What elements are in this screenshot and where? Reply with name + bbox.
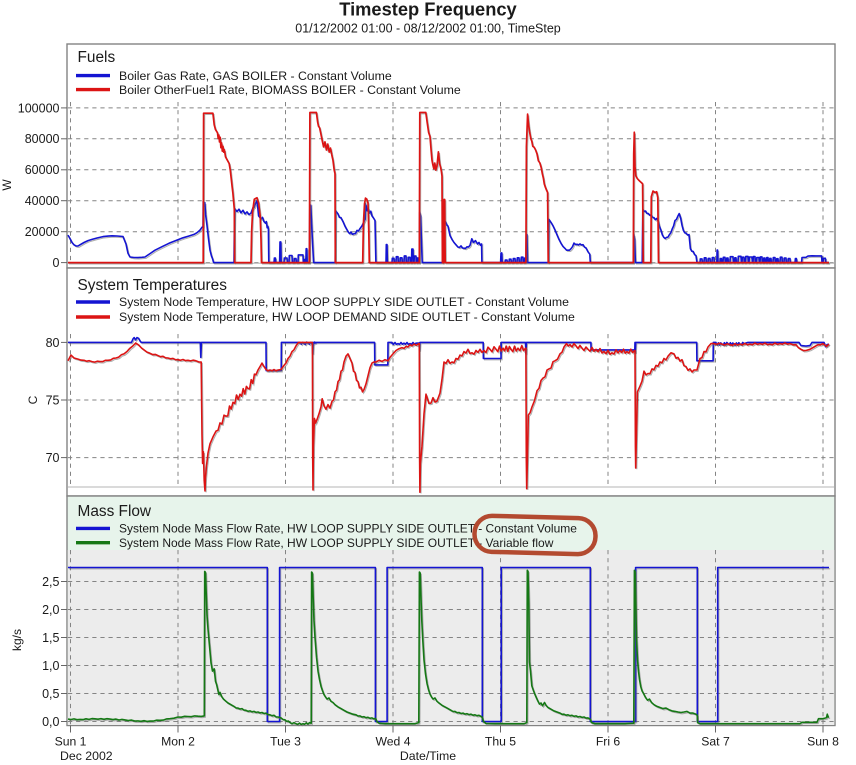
svg-text:80000: 80000: [25, 132, 60, 146]
svg-text:Tue 3: Tue 3: [270, 735, 301, 749]
svg-text:Fuels: Fuels: [78, 49, 116, 66]
svg-text:40000: 40000: [25, 194, 60, 208]
svg-text:Sun 1: Sun 1: [55, 735, 87, 749]
svg-text:Timestep Frequency: Timestep Frequency: [339, 0, 517, 20]
svg-text:0: 0: [53, 256, 60, 270]
svg-text:Boiler Gas Rate, GAS BOILER -: Boiler Gas Rate, GAS BOILER - Constant V…: [119, 69, 392, 83]
svg-text:0,5: 0,5: [42, 687, 59, 701]
svg-text:System Node Mass Flow Rate, HW: System Node Mass Flow Rate, HW LOOP SUPP…: [119, 522, 577, 536]
svg-text:1,0: 1,0: [42, 659, 59, 673]
svg-text:System Node Mass Flow Rate, HW: System Node Mass Flow Rate, HW LOOP SUPP…: [119, 536, 554, 550]
svg-text:1,5: 1,5: [42, 631, 59, 645]
svg-text:2,5: 2,5: [42, 575, 59, 589]
svg-text:Boiler OtherFuel1 Rate, BIOMAS: Boiler OtherFuel1 Rate, BIOMASS BOILER -…: [119, 83, 461, 97]
svg-text:Sun 8: Sun 8: [807, 735, 839, 749]
svg-text:kg/s: kg/s: [10, 629, 24, 651]
svg-text:System Node Temperature, HW LO: System Node Temperature, HW LOOP DEMAND …: [119, 310, 575, 324]
svg-text:System Temperatures: System Temperatures: [78, 277, 228, 294]
svg-text:System Node Temperature, HW LO: System Node Temperature, HW LOOP SUPPLY …: [119, 295, 569, 309]
svg-text:C: C: [26, 395, 40, 404]
svg-text:Dec 2002: Dec 2002: [60, 749, 113, 763]
svg-text:Date/Time: Date/Time: [400, 749, 456, 763]
svg-text:60000: 60000: [25, 163, 60, 177]
svg-text:100000: 100000: [18, 101, 60, 115]
svg-text:Sat 7: Sat 7: [701, 735, 730, 749]
svg-text:W: W: [0, 179, 14, 191]
svg-text:01/12/2002 01:00 - 08/12/2002: 01/12/2002 01:00 - 08/12/2002 01:00, Tim…: [295, 22, 561, 36]
svg-text:Thu 5: Thu 5: [485, 735, 516, 749]
svg-text:70: 70: [46, 451, 60, 465]
svg-text:Mon 2: Mon 2: [161, 735, 195, 749]
svg-text:20000: 20000: [25, 225, 60, 239]
svg-text:80: 80: [46, 336, 60, 350]
svg-text:Wed 4: Wed 4: [375, 735, 410, 749]
svg-text:75: 75: [46, 393, 60, 407]
svg-text:Fri 6: Fri 6: [596, 735, 621, 749]
svg-text:Mass Flow: Mass Flow: [78, 503, 152, 520]
svg-text:2,0: 2,0: [42, 603, 59, 617]
svg-text:0,0: 0,0: [42, 715, 59, 729]
